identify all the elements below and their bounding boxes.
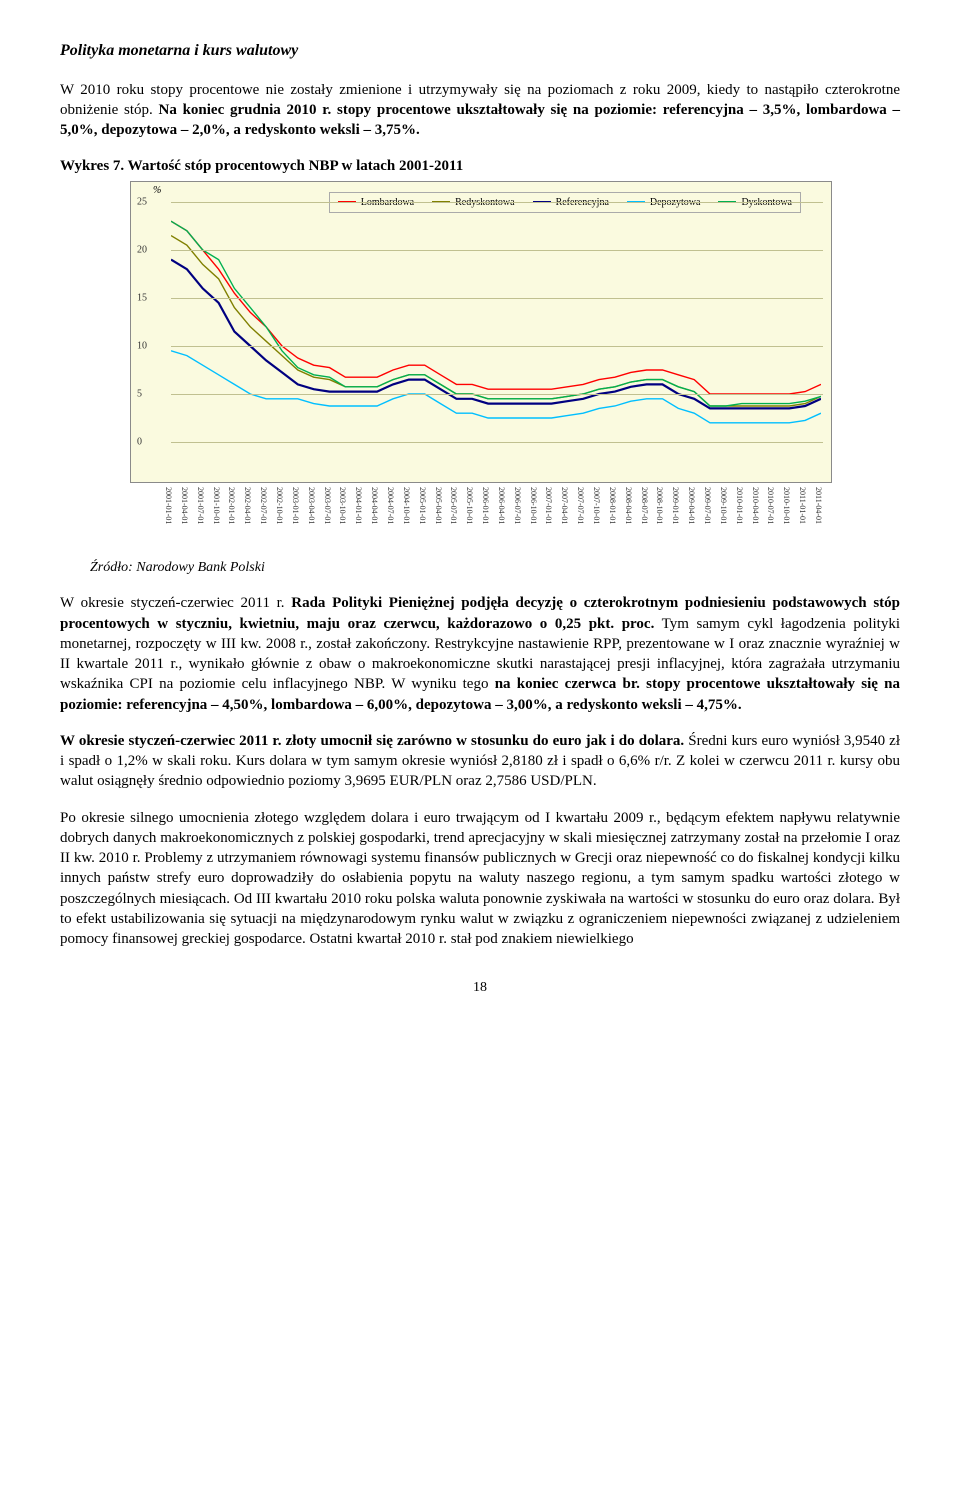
x-tick-label: 2006-04-01: [495, 487, 506, 524]
gridline: [171, 202, 823, 203]
x-tick-label: 2006-07-01: [511, 487, 522, 524]
x-tick-label: 2006-01-01: [479, 487, 490, 524]
x-tick-label: 2010-01-01: [733, 487, 744, 524]
x-tick-label: 2009-10-01: [717, 487, 728, 524]
gridline: [171, 442, 823, 443]
chart-caption: Wykres 7. Wartość stóp procentowych NBP …: [60, 156, 900, 176]
paragraph-3: W okresie styczeń-czerwiec 2011 r. złoty…: [60, 731, 900, 792]
x-tick-label: 2004-01-01: [352, 487, 363, 524]
paragraph-2: W okresie styczeń-czerwiec 2011 r. Rada …: [60, 593, 900, 715]
x-tick-label: 2007-10-01: [590, 487, 601, 524]
x-tick-label: 2009-01-01: [670, 487, 681, 524]
series-line-redyskontowa: [171, 235, 821, 405]
series-line-dyskontowa: [171, 221, 821, 406]
series-line-lombardowa: [171, 221, 821, 394]
p2-lead: W okresie styczeń-czerwiec 2011 r.: [60, 595, 291, 611]
x-tick-label: 2003-10-01: [337, 487, 348, 524]
x-tick-label: 2002-01-01: [226, 487, 237, 524]
series-line-referencyjna: [171, 259, 821, 408]
y-tick-label: 25: [137, 195, 147, 209]
x-tick-label: 2004-10-01: [400, 487, 411, 524]
y-tick-label: 10: [137, 339, 147, 353]
x-axis-ticks: 2001-01-01 2001-04-01 2001-07-01 2001-10-01…: [130, 487, 830, 557]
x-tick-label: 2004-04-01: [368, 487, 379, 524]
x-tick-label: 2010-04-01: [749, 487, 760, 524]
line-chart: % LombardowaRedyskontowaReferencyjnaDepo…: [130, 181, 832, 483]
x-tick-label: 2010-07-01: [765, 487, 776, 524]
x-tick-label: 2001-01-01: [162, 487, 173, 524]
x-tick-label: 2005-07-01: [448, 487, 459, 524]
x-tick-label: 2003-04-01: [305, 487, 316, 524]
chart-plot: [171, 202, 821, 442]
x-tick-label: 2009-07-01: [701, 487, 712, 524]
x-tick-label: 2001-10-01: [210, 487, 221, 524]
x-tick-label: 2002-10-01: [273, 487, 284, 524]
x-tick-label: 2005-01-01: [416, 487, 427, 524]
gridline: [171, 250, 823, 251]
x-tick-label: 2008-07-01: [638, 487, 649, 524]
section-title: Polityka monetarna i kurs walutowy: [60, 40, 900, 62]
x-tick-label: 2002-04-01: [241, 487, 252, 524]
x-tick-label: 2001-04-01: [178, 487, 189, 524]
y-axis-unit: %: [153, 184, 161, 198]
x-tick-label: 2007-01-01: [543, 487, 554, 524]
x-tick-label: 2001-07-01: [194, 487, 205, 524]
x-tick-label: 2008-04-01: [622, 487, 633, 524]
x-tick-label: 2005-10-01: [463, 487, 474, 524]
page-number: 18: [60, 979, 900, 998]
gridline: [171, 346, 823, 347]
chart-container: % LombardowaRedyskontowaReferencyjnaDepo…: [130, 181, 830, 557]
y-tick-label: 5: [137, 387, 142, 401]
y-tick-label: 15: [137, 291, 147, 305]
x-tick-label: 2009-04-01: [685, 487, 696, 524]
x-tick-label: 2010-10-01: [780, 487, 791, 524]
x-tick-label: 2007-07-01: [574, 487, 585, 524]
x-tick-label: 2005-04-01: [432, 487, 443, 524]
chart-source: Źródło: Narodowy Bank Polski: [90, 559, 900, 578]
y-tick-label: 0: [137, 435, 142, 449]
p3-bold: W okresie styczeń-czerwiec 2011 r. złoty…: [60, 733, 684, 749]
x-tick-label: 2011-04-01: [812, 487, 823, 524]
gridline: [171, 394, 823, 395]
x-tick-label: 2002-07-01: [257, 487, 268, 524]
x-tick-label: 2008-10-01: [654, 487, 665, 524]
x-tick-label: 2004-07-01: [384, 487, 395, 524]
x-tick-label: 2007-04-01: [559, 487, 570, 524]
gridline: [171, 298, 823, 299]
paragraph-1: W 2010 roku stopy procentowe nie zostały…: [60, 80, 900, 141]
x-tick-label: 2006-10-01: [527, 487, 538, 524]
paragraph-4: Po okresie silnego umocnienia złotego wz…: [60, 808, 900, 950]
x-tick-label: 2008-01-01: [606, 487, 617, 524]
x-tick-label: 2003-07-01: [321, 487, 332, 524]
p1-text-b: Na koniec grudnia 2010 r. stopy procento…: [60, 102, 900, 138]
x-tick-label: 2003-01-01: [289, 487, 300, 524]
x-tick-label: 2011-01-01: [796, 487, 807, 524]
y-tick-label: 20: [137, 243, 147, 257]
